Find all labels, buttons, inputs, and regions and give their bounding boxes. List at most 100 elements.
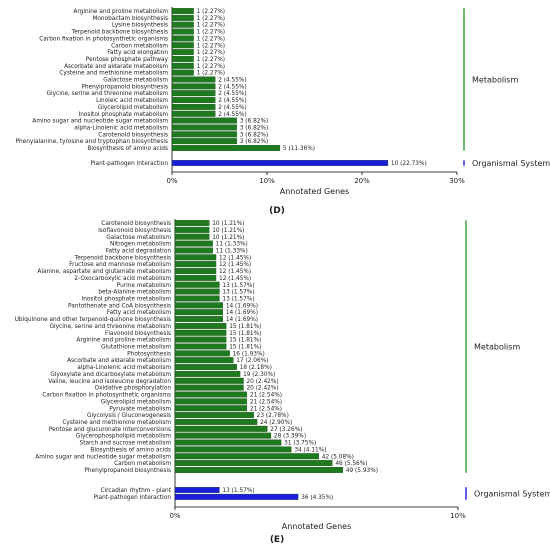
e-category-label: Purine metabolism	[117, 283, 172, 289]
d-category-label: Galactose metabolism	[103, 78, 168, 84]
d-category-label: Pentose phosphate pathway	[86, 57, 169, 63]
e-value-label: 20 (2.42%)	[246, 386, 278, 392]
d-bar	[171, 14, 194, 21]
e-bar	[174, 268, 217, 274]
d-value-label: 5 (11.36%)	[283, 146, 315, 152]
d-category-label: Carbon fixation in photosynthetic organi…	[39, 36, 168, 42]
panel-d-label: (D)	[269, 206, 285, 216]
d-bar	[171, 90, 216, 97]
d-category-label: Glycerolipid metabolism	[98, 105, 169, 111]
e-bar	[174, 233, 210, 240]
d-bar	[171, 56, 194, 62]
e-bar	[174, 493, 299, 500]
d-category-label: Lysine biosynthesis	[112, 23, 168, 29]
e-value-label: 13 (1.57%)	[222, 283, 254, 289]
d-bar	[171, 131, 237, 138]
e-value-label: 10 (1.21%)	[212, 221, 244, 227]
d-bar	[171, 97, 216, 103]
e-value-label: 11 (1.33%)	[216, 242, 248, 248]
d-value-label: 3 (6.82%)	[240, 132, 268, 138]
e-category-label: Fatty acid degradation	[106, 248, 172, 254]
e-value-label: 18 (2.18%)	[240, 365, 272, 371]
e-bar	[174, 453, 319, 460]
e-bar	[174, 261, 217, 268]
e-value-label: 16 (1.93%)	[233, 351, 265, 357]
e-category-label: Pantothenate and CoA biosynthesis	[68, 303, 171, 309]
e-category-label: Arginine and proline metabolism	[76, 338, 171, 344]
d-value-label: 1 (2.27%)	[197, 9, 225, 15]
d-bar	[171, 42, 194, 49]
e-value-label: 15 (1.81%)	[229, 338, 261, 344]
panel-e-chart: Carotenoid biosynthesis 10 (1.21%) Isoflav…	[15, 219, 550, 531]
e-value-label: 36 (4.35%)	[301, 495, 333, 501]
e-x-tick-label: 0%	[169, 512, 180, 520]
e-value-label: 13 (1.57%)	[222, 488, 254, 494]
d-category-label: Arginine and proline metabolism	[73, 9, 168, 15]
e-value-label: 10 (1.21%)	[212, 228, 244, 234]
e-bar	[174, 398, 248, 405]
e-category-label: Ubiquinone and other terpenoid-quinone b…	[15, 317, 171, 323]
e-value-label: 21 (2.54%)	[250, 393, 282, 399]
e-value-label: 28 (3.39%)	[274, 434, 306, 440]
e-bar	[174, 274, 217, 281]
e-category-label: Glycerolipid metabolism	[101, 399, 172, 405]
e-bar	[174, 432, 272, 439]
e-bar	[174, 336, 227, 343]
e-value-label: 15 (1.81%)	[229, 324, 261, 330]
e-category-label: Glutathione metabolism	[101, 345, 171, 351]
d-category-label: Phenylpropanoid biosynthesis	[81, 84, 168, 90]
d-bar	[171, 160, 389, 166]
d-bar	[171, 62, 194, 69]
d-bar	[171, 8, 194, 14]
e-category-label: 2-Oxocarboxylic acid metabolism	[74, 276, 171, 282]
d-bar	[171, 69, 194, 76]
e-bar	[174, 316, 223, 322]
e-value-label: 23 (2.78%)	[257, 413, 289, 419]
e-bar	[174, 439, 282, 446]
d-category-label: Fatty acid elongation	[107, 50, 168, 56]
e-bar	[174, 254, 217, 261]
e-bar	[174, 418, 258, 425]
e-category-label: Inositol phosphate metabolism	[82, 296, 172, 302]
d-category-label: Monobactam biosynthesis	[92, 16, 168, 22]
e-value-label: 46 (5.56%)	[335, 461, 367, 467]
e-bar	[174, 364, 237, 371]
e-bar	[174, 288, 220, 295]
e-category-label: Carotenoid biosynthesis	[101, 221, 171, 227]
e-category-label: Terpenoid backbone biosynthesis	[74, 255, 171, 261]
e-value-label: 21 (2.54%)	[250, 406, 282, 412]
e-value-label: 14 (1.69%)	[226, 310, 258, 316]
e-bar	[174, 357, 234, 364]
e-value-label: 13 (1.57%)	[222, 290, 254, 296]
e-value-label: 12 (1.45%)	[219, 262, 251, 268]
e-bar	[174, 343, 227, 350]
d-value-label: 2 (4.55%)	[218, 112, 246, 118]
e-category-label: Carbon fixation in photosynthetic organi…	[42, 393, 171, 399]
e-category-label: Fructose and mannose metabolism	[69, 262, 171, 268]
d-group-label: Metabolism	[472, 76, 518, 85]
d-value-label: 1 (2.27%)	[197, 57, 225, 63]
e-value-label: 49 (5.93%)	[346, 468, 378, 474]
e-category-label: Oxidative phosphorylation	[95, 386, 172, 392]
e-category-label: Starch and sucrose metabolism	[80, 441, 172, 447]
d-category-label: Glycine, serine and threonine metabolism	[46, 91, 168, 97]
e-category-label: Glyoxylate and dicarboxylate metabolism	[50, 372, 171, 378]
d-bar	[171, 83, 216, 90]
e-bar	[174, 309, 223, 316]
e-category-label: Amino sugar and nucleotide sugar metabol…	[35, 454, 171, 460]
panel-e-label: (E)	[270, 535, 284, 545]
d-category-label: Ascorbate and aldarate metabolism	[64, 64, 168, 70]
e-bar	[174, 350, 230, 357]
e-value-label: 11 (1.33%)	[216, 248, 248, 254]
e-category-label: Cysteine and methionine metabolism	[62, 420, 171, 426]
e-category-label: Glycolysis / Gluconeogenesis	[87, 413, 171, 419]
e-category-label: Photosynthesis	[127, 351, 171, 357]
e-value-label: 21 (2.54%)	[250, 399, 282, 405]
e-bar	[174, 240, 213, 247]
e-value-label: 27 (3.26%)	[270, 427, 302, 433]
e-x-axis-label: Annotated Genes	[282, 522, 352, 531]
e-category-label: Galactose metabolism	[106, 235, 171, 241]
d-value-label: 2 (4.55%)	[218, 105, 246, 111]
e-bar	[174, 446, 292, 453]
e-category-label: Fatty acid metabolism	[107, 310, 172, 316]
